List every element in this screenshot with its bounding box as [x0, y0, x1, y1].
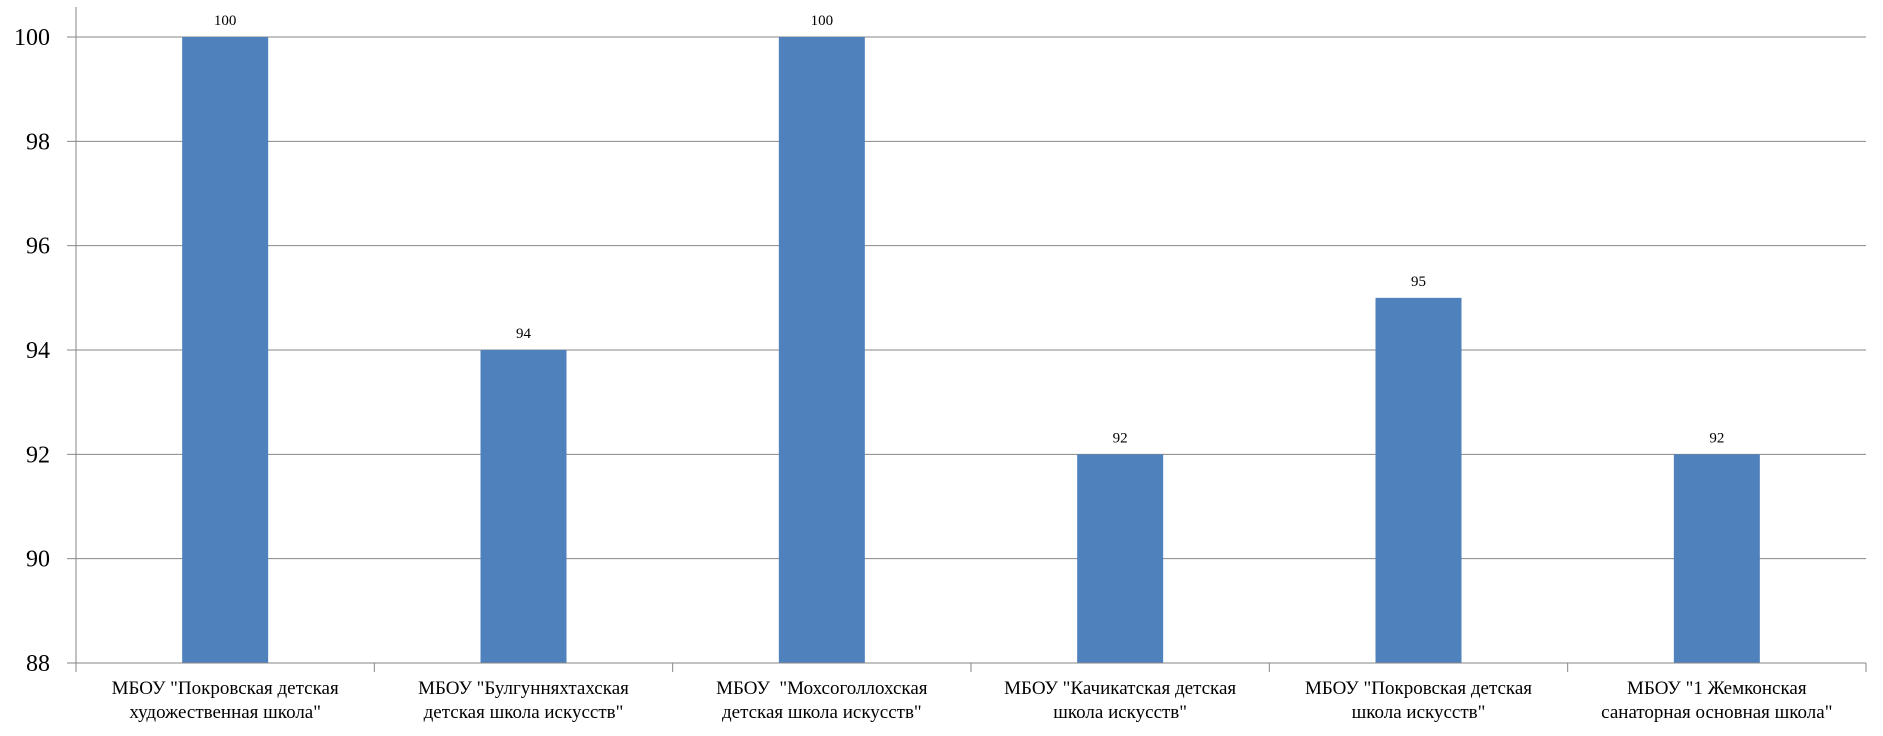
- y-tick-label: 100: [14, 25, 50, 51]
- y-tick-labels: 88 90 92 94 96 98 100: [14, 25, 50, 677]
- y-tick-label: 98: [26, 129, 50, 155]
- category-label: художественная школа": [129, 702, 321, 723]
- category-label: МБОУ "Булгунняхтахская: [418, 678, 629, 699]
- data-label: 92: [1113, 430, 1128, 446]
- bar: [1673, 454, 1760, 663]
- data-label: 100: [214, 13, 237, 29]
- category-labels: МБОУ "Покровская детская художественная ш…: [112, 678, 1833, 723]
- data-label: 95: [1411, 274, 1426, 290]
- category-label: детская школа искусств": [722, 702, 922, 723]
- bar: [480, 350, 567, 663]
- category-label: МБОУ "1 Жемконская: [1627, 678, 1807, 699]
- gridlines: [76, 36, 1866, 560]
- bar: [778, 37, 865, 663]
- category-label: МБОУ "Покровская детская: [1305, 678, 1532, 699]
- category-label: МБОУ "Качикатская детская: [1004, 678, 1236, 699]
- y-tick-label: 88: [26, 651, 50, 677]
- category-label: МБОУ "Мохсоголлохская: [716, 678, 928, 699]
- axes: [67, 7, 1867, 672]
- data-label: 94: [516, 326, 532, 342]
- category-label: детская школа искусств": [424, 702, 624, 723]
- bar: [1375, 297, 1462, 663]
- category-label: школа искусств": [1053, 702, 1187, 723]
- y-tick-label: 96: [26, 234, 50, 260]
- data-label: 92: [1709, 430, 1724, 446]
- y-tick-label: 94: [26, 338, 50, 364]
- category-label: санаторная основная школа": [1601, 702, 1832, 723]
- data-label: 100: [811, 13, 834, 29]
- y-tick-label: 92: [26, 442, 50, 468]
- bar: [182, 37, 269, 663]
- data-labels: 100 94 100 92 95 92: [214, 13, 1724, 446]
- category-label: школа искусств": [1352, 702, 1486, 723]
- y-tick-label: 90: [26, 547, 50, 573]
- bars: [182, 37, 1760, 663]
- bar: [1077, 454, 1164, 663]
- category-label: МБОУ "Покровская детская: [112, 678, 339, 699]
